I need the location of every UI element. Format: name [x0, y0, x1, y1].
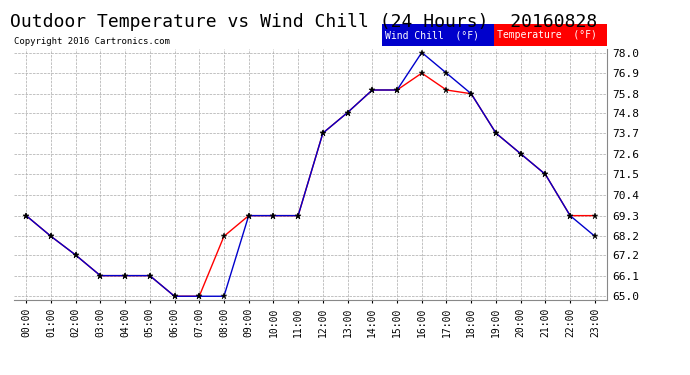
- Text: Wind Chill  (°F): Wind Chill (°F): [385, 30, 479, 40]
- FancyBboxPatch shape: [382, 24, 495, 46]
- Text: Copyright 2016 Cartronics.com: Copyright 2016 Cartronics.com: [14, 37, 170, 46]
- Text: Temperature  (°F): Temperature (°F): [497, 30, 598, 40]
- Text: Outdoor Temperature vs Wind Chill (24 Hours)  20160828: Outdoor Temperature vs Wind Chill (24 Ho…: [10, 13, 598, 31]
- FancyBboxPatch shape: [495, 24, 607, 46]
